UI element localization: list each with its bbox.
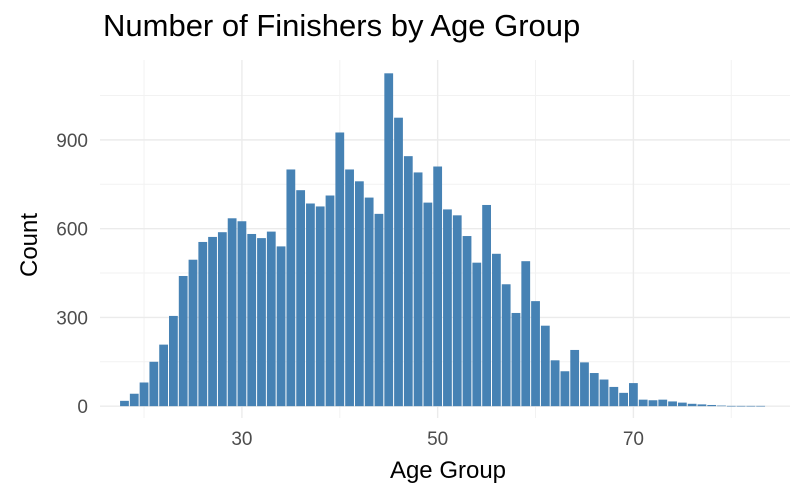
histogram-bar xyxy=(550,360,560,407)
histogram-bar xyxy=(413,172,423,407)
histogram-bar xyxy=(501,284,511,407)
tick-layer: 0 300 600 900 30 50 70 xyxy=(56,131,644,450)
histogram-bar xyxy=(580,362,589,407)
histogram-bar xyxy=(149,361,159,407)
histogram-bar xyxy=(629,383,638,407)
x-tick-label: 70 xyxy=(623,429,644,450)
histogram-bar xyxy=(169,315,178,407)
histogram-bar xyxy=(120,400,129,407)
y-tick-label: 600 xyxy=(56,220,88,241)
histogram-bar xyxy=(257,238,266,407)
chart-title: Number of Finishers by Age Group xyxy=(103,8,581,43)
x-axis-title: Age Group xyxy=(390,457,506,484)
histogram-bar xyxy=(560,371,570,407)
histogram-bar xyxy=(217,232,227,407)
histogram-bar xyxy=(609,386,619,407)
histogram-bar xyxy=(306,203,315,407)
histogram-bar xyxy=(687,403,697,407)
histogram-bar xyxy=(335,132,345,407)
histogram-bar xyxy=(491,253,501,407)
histogram-bar xyxy=(227,218,237,407)
histogram-bar xyxy=(511,312,521,407)
histogram-bar xyxy=(364,197,374,407)
histogram-bar xyxy=(746,405,756,407)
histogram-bar xyxy=(188,259,198,407)
histogram-bar xyxy=(570,349,580,407)
histogram-bar xyxy=(198,241,208,407)
histogram-bar xyxy=(237,221,247,407)
histogram-bar xyxy=(315,206,325,407)
histogram-bar xyxy=(139,382,149,407)
histogram-bar xyxy=(540,325,550,407)
histogram-bar xyxy=(325,195,335,407)
histogram-bar xyxy=(266,231,276,407)
histogram-bar xyxy=(599,379,609,407)
histogram-bar xyxy=(384,73,394,407)
histogram-bar xyxy=(707,404,717,407)
histogram-bar xyxy=(423,202,433,407)
histogram-bar xyxy=(589,373,599,407)
y-tick-label: 300 xyxy=(56,308,88,329)
histogram-bar xyxy=(452,215,462,407)
histogram-bar xyxy=(677,402,687,407)
y-axis-title: Count xyxy=(16,213,43,277)
histogram-bar xyxy=(178,275,188,407)
y-tick-label: 900 xyxy=(56,131,88,152)
histogram-bar xyxy=(462,236,472,407)
histogram-bar xyxy=(345,169,354,407)
histogram-bar xyxy=(129,393,139,407)
x-tick-label: 50 xyxy=(427,429,448,450)
histogram-bar xyxy=(658,399,668,407)
histogram-bar xyxy=(286,169,296,407)
histogram-bar xyxy=(296,190,306,407)
histogram-bar xyxy=(433,166,443,407)
y-tick-label: 0 xyxy=(77,397,88,418)
x-tick-label: 30 xyxy=(231,429,252,450)
histogram-bar xyxy=(648,400,658,407)
histogram-bar xyxy=(159,344,169,407)
histogram-bar xyxy=(482,204,491,407)
histogram-bar xyxy=(354,181,364,407)
histogram-bar xyxy=(521,261,531,407)
histogram-bar xyxy=(531,301,540,407)
histogram-bar xyxy=(443,209,452,407)
histogram-bar xyxy=(697,404,707,407)
histogram-bar xyxy=(276,246,286,407)
histogram-bar xyxy=(726,405,736,407)
histogram-bar xyxy=(247,233,257,407)
histogram-bar xyxy=(638,399,648,407)
histogram-bar xyxy=(736,405,746,407)
histogram-bar xyxy=(374,213,384,407)
histogram-bar xyxy=(208,236,217,407)
histogram-bar xyxy=(619,392,629,407)
histogram-bar xyxy=(668,401,677,407)
histogram-bar xyxy=(717,405,726,407)
histogram-bar xyxy=(403,156,413,407)
bar-layer xyxy=(120,73,766,407)
histogram-bar xyxy=(472,262,482,407)
histogram-bar xyxy=(394,117,403,407)
histogram-bar xyxy=(756,405,766,407)
